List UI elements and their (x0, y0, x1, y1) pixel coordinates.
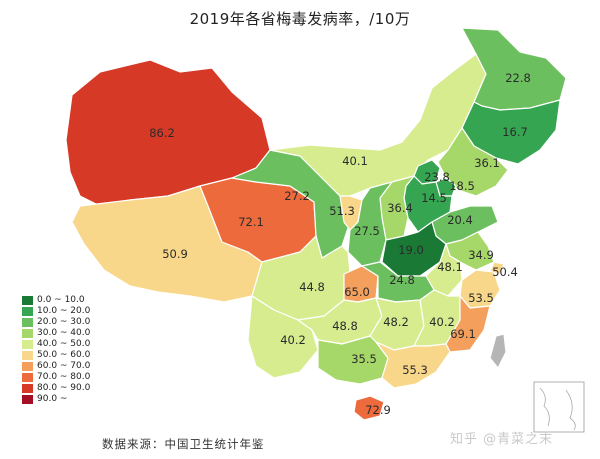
legend-item: 90.0 ~ (22, 394, 90, 405)
value-label-qinghai: 72.1 (238, 215, 264, 229)
province-guangdong (375, 341, 451, 389)
data-source: 数据来源：中国卫生统计年鉴 (102, 437, 265, 451)
legend-item: 60.0 ~ 70.0 (22, 361, 90, 372)
value-label-jiangxi: 40.2 (429, 315, 455, 329)
legend-swatch (22, 329, 33, 338)
legend-swatch (22, 395, 33, 404)
south-china-sea-inset (533, 381, 585, 433)
legend-label: 90.0 ~ (37, 394, 68, 404)
legend-label: 20.0 ~ 30.0 (37, 317, 91, 327)
value-label-inner-mongolia: 40.1 (342, 154, 368, 168)
value-label-henan: 19.0 (398, 243, 424, 257)
legend-label: 10.0 ~ 20.0 (37, 306, 91, 316)
legend-item: 20.0 ~ 30.0 (22, 317, 90, 328)
value-label-hubei: 24.8 (389, 273, 415, 287)
value-label-tianjin: 18.5 (449, 179, 475, 193)
legend: 0.0 ~ 10.0 10.0 ~ 20.0 20.0 ~ 30.0 30.0 ~ 4… (22, 295, 90, 405)
province-hainan (353, 395, 385, 421)
province-taiwan (489, 333, 507, 369)
legend-item: 10.0 ~ 20.0 (22, 306, 90, 317)
value-label-beijing: 23.8 (424, 170, 450, 184)
value-label-ningxia: 51.3 (329, 204, 355, 218)
value-label-tibet: 50.9 (162, 247, 188, 261)
legend-label: 70.0 ~ 80.0 (37, 372, 91, 382)
province-jilin (461, 99, 561, 165)
legend-item: 30.0 ~ 40.0 (22, 328, 90, 339)
value-label-gansu: 27.2 (284, 189, 310, 203)
value-label-shandong: 20.4 (447, 213, 473, 227)
legend-label: 50.0 ~ 60.0 (37, 350, 91, 360)
map-title: 2019年各省梅毒发病率，/10万 (189, 10, 411, 28)
value-label-shanxi: 36.4 (387, 201, 413, 215)
province-shanghai (489, 261, 505, 275)
south-china-sea-coast (539, 387, 576, 431)
province-yunnan (247, 295, 319, 379)
value-label-guizhou: 48.8 (332, 319, 358, 333)
value-labels: 86.2 50.9 72.1 27.2 40.1 22.8 16.7 36.1 23.818.5… (149, 71, 531, 417)
legend-label: 60.0 ~ 70.0 (37, 361, 91, 371)
legend-item: 0.0 ~ 10.0 (22, 295, 90, 306)
province-shaanxi (347, 181, 393, 267)
legend-swatch (22, 351, 33, 360)
legend-swatch (22, 296, 33, 305)
legend-label: 80.0 ~ 90.0 (37, 383, 91, 393)
legend-swatch (22, 340, 33, 349)
legend-item: 40.0 ~ 50.0 (22, 339, 90, 350)
legend-swatch (22, 373, 33, 382)
legend-item: 80.0 ~ 90.0 (22, 383, 90, 394)
value-label-hunan: 48.2 (383, 315, 409, 329)
value-label-zhejiang: 53.5 (468, 291, 494, 305)
province-fujian (445, 295, 491, 353)
value-label-hebei: 14.5 (421, 191, 447, 205)
value-label-liaoning: 36.1 (474, 156, 500, 170)
value-label-hainan: 72.9 (365, 403, 391, 417)
legend-item: 50.0 ~ 60.0 (22, 350, 90, 361)
value-label-xinjiang: 86.2 (149, 126, 175, 140)
legend-swatch (22, 384, 33, 393)
legend-label: 30.0 ~ 40.0 (37, 328, 91, 338)
value-label-anhui: 48.1 (437, 260, 463, 274)
value-label-shaanxi: 27.5 (354, 224, 380, 238)
legend-label: 40.0 ~ 50.0 (37, 339, 91, 349)
value-label-shanghai: 50.4 (492, 265, 518, 279)
value-label-guangdong: 55.3 (402, 363, 428, 377)
value-label-sichuan: 44.8 (299, 280, 325, 294)
legend-item: 70.0 ~ 80.0 (22, 372, 90, 383)
value-label-jilin: 16.7 (502, 125, 528, 139)
value-label-heilongjiang: 22.8 (505, 71, 531, 85)
value-label-chongqing: 65.0 (344, 285, 370, 299)
zhihu-watermark: 知乎 @青菜之末 (450, 432, 554, 447)
province-liaoning (437, 127, 509, 197)
legend-label: 0.0 ~ 10.0 (37, 295, 85, 305)
value-label-guangxi: 35.5 (351, 352, 377, 366)
value-label-fujian: 69.1 (450, 327, 476, 341)
legend-swatch (22, 318, 33, 327)
legend-swatch (22, 307, 33, 316)
value-label-jiangsu: 34.9 (468, 248, 494, 262)
legend-swatch (22, 362, 33, 371)
value-label-yunnan: 40.2 (280, 333, 306, 347)
